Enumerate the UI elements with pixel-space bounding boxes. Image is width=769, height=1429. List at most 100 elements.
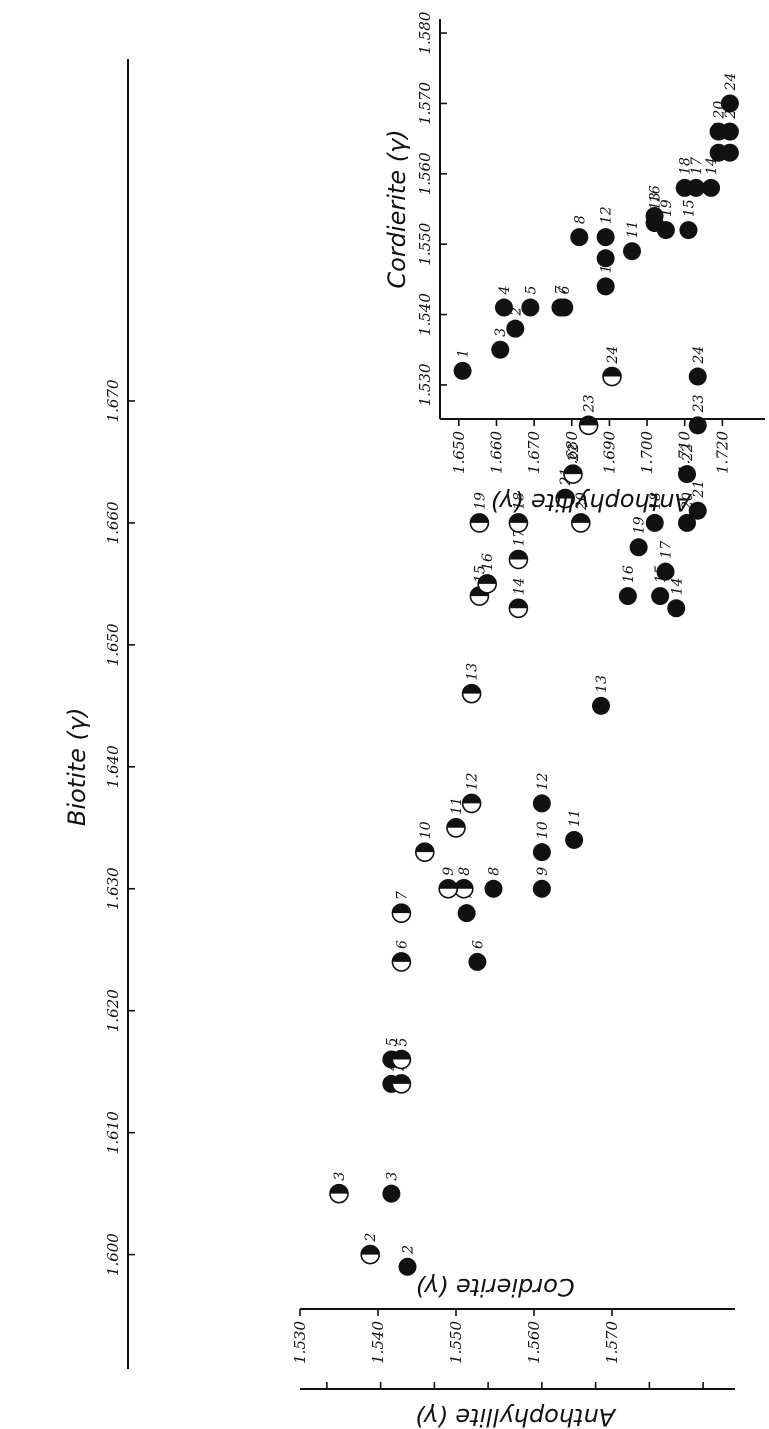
point-cordierite-half-6 xyxy=(392,952,411,962)
point-cordierite-half-14 xyxy=(509,599,528,609)
point-label-anthophyllite-8: 8 xyxy=(487,867,503,876)
point-cordierite-19 xyxy=(469,513,490,533)
point-cordierite-half-4 xyxy=(392,1074,411,1084)
point-anthophyllite-8 xyxy=(484,879,503,898)
right-point-8 xyxy=(570,228,589,247)
point-label-anthophyllite-10: 10 xyxy=(535,821,551,839)
right-x-tick-label: 1.540 xyxy=(416,293,434,336)
right-point-2 xyxy=(506,319,525,338)
point-anthophyllite-24 xyxy=(688,367,707,386)
axis-title-cordierite-right: Cordierite (γ) xyxy=(383,129,411,288)
right-point-label-16: 16 xyxy=(648,185,664,203)
point-anthophyllite-22 xyxy=(678,465,696,484)
right-y-tick-label: 1.660 xyxy=(487,431,505,474)
right-x-tick-label: 1.550 xyxy=(416,222,434,265)
right-point-24 xyxy=(720,94,739,113)
point-label-anthophyllite-9: 9 xyxy=(535,867,551,876)
point-cordierite-half-21 xyxy=(556,489,575,499)
x-tick-label: 1.620 xyxy=(104,989,122,1032)
point-cordierite-half-22 xyxy=(564,465,582,475)
right-point-label-2: 2 xyxy=(508,307,524,317)
point-cordierite-half-11 xyxy=(447,818,465,828)
point-cordierite-half-24 xyxy=(603,367,621,377)
point-label-anthophyllite-5: 5 xyxy=(384,1037,400,1046)
point-label-anthophyllite-14: 14 xyxy=(669,577,685,595)
point-cordierite-half-16 xyxy=(478,574,497,584)
right-point-label-7: 7 xyxy=(553,286,569,295)
right-y-tick-label: 1.720 xyxy=(713,431,731,474)
right-y-tick-label: 1.670 xyxy=(525,431,543,474)
point-label-anthophyllite-24: 24 xyxy=(691,346,707,365)
point-anthophyllite-16 xyxy=(618,587,637,606)
axis-title-biotite: Biotite (γ) xyxy=(63,707,91,826)
right-x-tick-label: 1.580 xyxy=(416,11,434,54)
x-tick-label: 1.630 xyxy=(104,867,122,910)
point-label-anthophyllite-21: 21 xyxy=(691,480,707,499)
point-cordierite-11 xyxy=(446,817,466,838)
point-label-anthophyllite-17: 17 xyxy=(659,541,675,559)
point-cordierite-half-7 xyxy=(392,904,411,914)
point-anthophyllite-6 xyxy=(468,952,487,971)
point-cordierite-half-23 xyxy=(579,416,598,426)
right-point-9 xyxy=(596,249,615,268)
point-label-cordierite-8: 8 xyxy=(457,867,473,876)
point-cordierite-half-18 xyxy=(509,513,528,523)
point-cordierite-16 xyxy=(477,574,498,594)
point-label-cordierite-2: 2 xyxy=(363,1233,379,1243)
point-cordierite-18 xyxy=(508,513,529,533)
point-cordierite-half-19 xyxy=(470,513,489,523)
point-anthophyllite-12 xyxy=(532,794,551,813)
point-anthophyllite-14 xyxy=(667,599,686,618)
point-label-cordierite-6: 6 xyxy=(394,940,410,949)
right-point-19 xyxy=(656,221,675,240)
right-point-label-13: 13 xyxy=(648,192,664,210)
point-label-cordierite-22: 22 xyxy=(566,443,582,462)
right-point-3 xyxy=(491,340,510,359)
point-anthophyllite-3 xyxy=(382,1184,401,1203)
right-y-tick-label: 1.700 xyxy=(638,431,656,474)
y-tick-label-cordierite: 1.550 xyxy=(447,1321,465,1364)
point-anthophyllite-23 xyxy=(688,416,707,435)
x-tick-label: 1.600 xyxy=(104,1233,122,1276)
point-label-cordierite-17: 17 xyxy=(511,529,527,547)
point-label-anthophyllite-3: 3 xyxy=(384,1172,400,1181)
right-point-7 xyxy=(551,298,570,317)
point-label-anthophyllite-23: 23 xyxy=(691,394,707,413)
point-anthophyllite-20 xyxy=(678,513,696,532)
point-cordierite-2 xyxy=(360,1244,381,1265)
point-label-cordierite-13: 13 xyxy=(465,663,481,681)
x-tick-label: 1.610 xyxy=(104,1111,122,1154)
y-tick-label-cordierite: 1.570 xyxy=(603,1321,621,1364)
right-point-label-1: 1 xyxy=(456,349,472,358)
point-label-cordierite-18: 18 xyxy=(511,492,527,510)
axis-title-anthophyllite-left: Anthophyllite (γ) xyxy=(415,1403,617,1429)
point-cordierite-22 xyxy=(563,464,583,484)
point-label-cordierite-10: 10 xyxy=(418,821,434,839)
tick-group: 1.600 1.610 1.620 1.630 1.640 1.650 1.660 1.670… xyxy=(104,379,704,1389)
right-point-label-5: 5 xyxy=(523,286,539,295)
point-cordierite-half-10 xyxy=(415,843,434,853)
right-point-22 xyxy=(709,143,728,162)
point-label-cordierite-12: 12 xyxy=(465,772,481,790)
point-anthophyllite-15 xyxy=(651,587,670,606)
point-cordierite-21 xyxy=(555,488,576,509)
right-point-label-6: 6 xyxy=(557,286,573,295)
right-point-5 xyxy=(521,298,540,317)
axis-title-anthophyllite-group: Anthophyllite (γ) xyxy=(415,1403,617,1429)
point-cordierite-half-3 xyxy=(330,1184,348,1194)
right-point-15 xyxy=(679,221,698,240)
point-label-cordierite-9: 9 xyxy=(441,867,457,876)
point-cordierite-8 xyxy=(453,878,474,899)
point-anthophyllite-18 xyxy=(645,513,664,532)
point-cordierite-20 xyxy=(570,513,591,533)
point-label-anthophyllite-11: 11 xyxy=(567,809,583,827)
point-anthophyllite-9 xyxy=(532,879,551,898)
point-anthophyllite-21 xyxy=(688,501,707,520)
right-point-16 xyxy=(645,207,664,226)
point-label-cordierite-14: 14 xyxy=(511,577,527,595)
right-point-23 xyxy=(720,122,739,141)
right-point-label-3: 3 xyxy=(493,328,509,337)
point-anthophyllite-13 xyxy=(592,696,610,715)
right-x-tick-label: 1.560 xyxy=(416,152,434,195)
